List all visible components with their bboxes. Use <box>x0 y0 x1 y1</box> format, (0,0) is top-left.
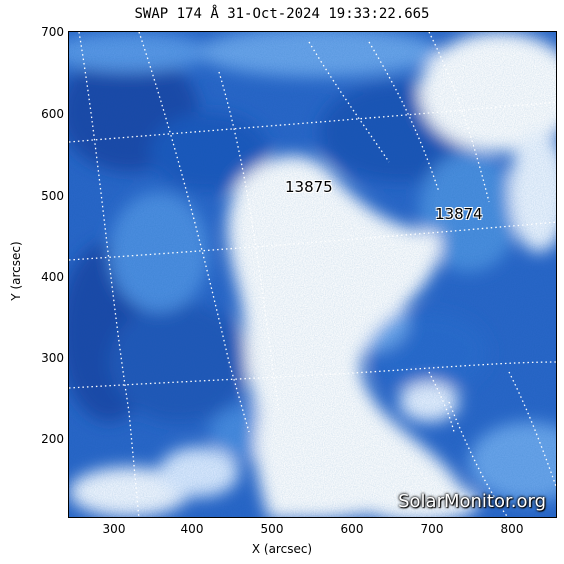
y-tick-label: 700 <box>41 25 64 39</box>
y-tick-label: 600 <box>41 107 64 121</box>
x-tick-label: 300 <box>102 522 126 536</box>
solar-image: 13875 13874 <box>68 31 557 518</box>
image-title: SWAP 174 Å 31-Oct-2024 19:33:22.665 <box>134 6 430 22</box>
y-axis-title: Y (arcsec) <box>9 241 23 301</box>
solar-image-svg <box>69 32 556 517</box>
y-tick-label: 400 <box>41 270 64 284</box>
x-tick-label: 600 <box>340 522 364 536</box>
y-tick-label: 500 <box>41 189 64 203</box>
y-tick-label: 300 <box>41 351 64 365</box>
x-axis-title: X (arcsec) <box>251 542 313 556</box>
image-noise <box>69 32 556 517</box>
y-tick-label: 200 <box>41 432 64 446</box>
x-tick-label: 400 <box>180 522 204 536</box>
x-tick-label: 800 <box>500 522 524 536</box>
region-label-13875: 13875 <box>285 178 333 196</box>
heliographic-grid <box>69 32 556 517</box>
region-label-13874: 13874 <box>435 205 483 223</box>
x-tick-label: 500 <box>260 522 284 536</box>
x-tick-label: 700 <box>420 522 444 536</box>
watermark: SolarMonitor.org <box>398 491 546 512</box>
